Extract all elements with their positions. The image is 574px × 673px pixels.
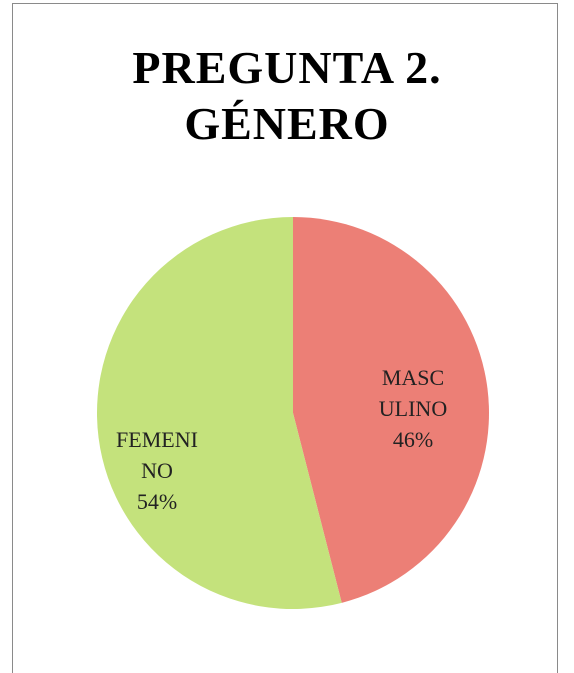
slice-label: FEMENINO 54% bbox=[97, 424, 217, 517]
slice-category: MASCULINO bbox=[378, 365, 448, 421]
pie-slice bbox=[293, 217, 489, 603]
chart-title: PREGUNTA 2. GÉNERO bbox=[132, 42, 442, 149]
slice-label: MASCULINO 46% bbox=[353, 362, 473, 455]
slice-category: FEMENINO bbox=[116, 427, 198, 483]
chart-frame bbox=[12, 3, 558, 673]
pie-slice bbox=[96, 217, 342, 609]
slice-value-label: 46% bbox=[392, 427, 434, 452]
slice-value-label: 54% bbox=[136, 489, 178, 514]
